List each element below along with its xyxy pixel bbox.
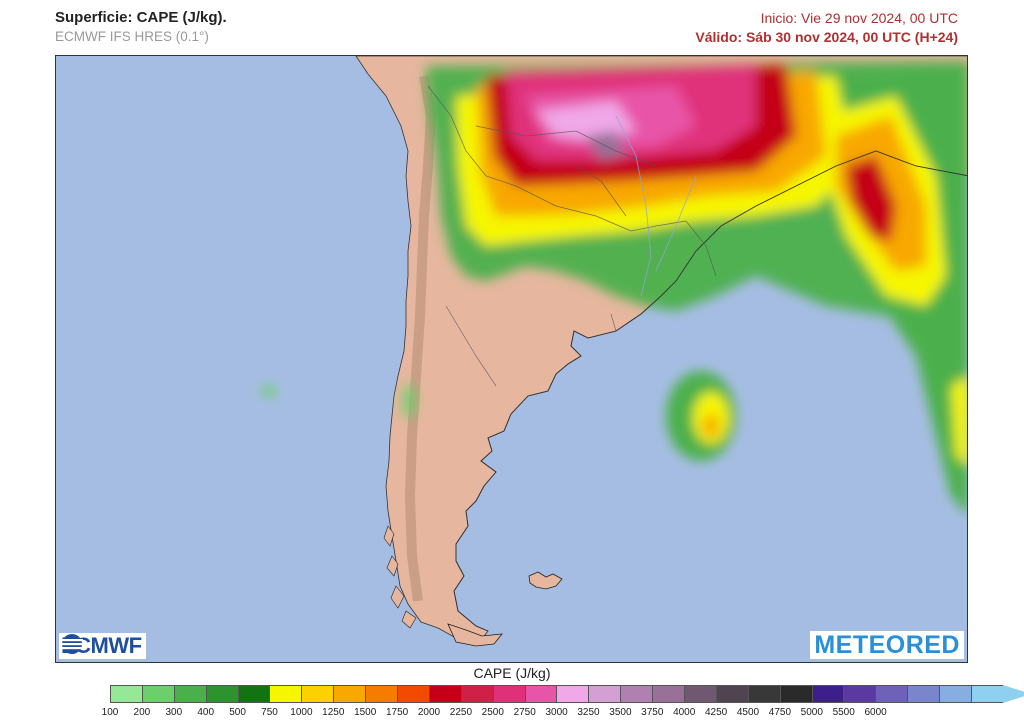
map-canvas: [56, 56, 967, 662]
colorbar-tick-label: 5000: [800, 707, 823, 718]
colorbar-segment: [715, 685, 748, 703]
colorbar-segment: [652, 685, 685, 703]
colorbar-tick-label: 3500: [609, 707, 632, 718]
meteored-logo: METEORED: [810, 631, 964, 659]
valid-time: Válido: Sáb 30 nov 2024, 00 UTC (H+24): [695, 29, 958, 45]
meteored-logo-text: METEORED: [814, 630, 960, 659]
colorbar-tick-label: 3250: [577, 707, 600, 718]
colorbar-segment: [460, 685, 493, 703]
colorbar-tick-label: 4000: [673, 707, 696, 718]
colorbar-segment: [939, 685, 972, 703]
colorbar-arrow: [1002, 685, 1024, 703]
ecmwf-globe-icon: [61, 634, 83, 654]
cape-map[interactable]: ECMWF METEORED: [55, 55, 968, 663]
model-name: ECMWF IFS HRES (0.1°): [55, 29, 209, 44]
colorbar-tick-label: 6000: [864, 707, 887, 718]
colorbar-tick-label: 4250: [704, 707, 728, 718]
chile-archipelago: [383, 525, 417, 629]
colorbar-segment: [301, 685, 334, 703]
colorbar-segment: [779, 685, 812, 703]
rivers: [615, 115, 697, 297]
colorbar-segment: [397, 685, 429, 703]
time-block: Inicio: Vie 29 nov 2024, 00 UTC Válido: …: [695, 8, 958, 46]
cape-field: [262, 61, 967, 514]
colorbar-tick-label: 750: [261, 707, 278, 718]
colorbar-tick-label: 3750: [641, 707, 664, 718]
colorbar-tick-label: 200: [133, 707, 151, 718]
colorbar-tick-label: 100: [101, 707, 119, 718]
colorbar-tick-label: 300: [165, 707, 183, 718]
colorbar-tick-label: 1000: [290, 707, 313, 718]
colorbar-tick-label: 4750: [768, 707, 792, 718]
colorbar-tick-label: 3000: [545, 707, 568, 718]
colorbar-segment: [428, 685, 461, 703]
colorbar-tick-label: 2750: [513, 707, 536, 718]
colorbar-segment: [588, 685, 621, 703]
colorbar-segment: [811, 685, 844, 703]
colorbar-tick-label: 2000: [417, 707, 441, 718]
colorbar-segment: [556, 685, 589, 703]
colorbar-tick-label: 1500: [354, 707, 377, 718]
colorbar-segment: [684, 685, 716, 703]
falkland-islands: [528, 571, 563, 590]
colorbar-tick-label: 2500: [481, 707, 504, 718]
coastline: [453, 150, 967, 632]
colorbar-tick-label: 1250: [322, 707, 345, 718]
colorbar-tick-label: 2250: [449, 707, 473, 718]
colorbar-segment: [333, 685, 366, 703]
colorbar-segment: [365, 685, 398, 703]
colorbar-segment: [205, 685, 238, 703]
colorbar-segment: [843, 685, 876, 703]
colorbar-tick-label: 5500: [832, 707, 855, 718]
colorbar-segment: [971, 685, 1003, 703]
andes-ridge: [405, 75, 436, 602]
colorbar-segment: [237, 685, 270, 703]
colorbar-segment: [269, 685, 302, 703]
colorbar: [110, 685, 1024, 703]
colorbar-segment: [141, 685, 174, 703]
colorbar-segment: [524, 685, 557, 703]
colorbar-segment: [110, 685, 142, 703]
colorbar-tick-label: 400: [197, 707, 215, 718]
colorbar-segment: [492, 685, 525, 703]
colorbar-segment: [907, 685, 940, 703]
tierra-del-fuego: [447, 623, 503, 647]
colorbar-segment: [173, 685, 206, 703]
colorbar-segment: [875, 685, 908, 703]
run-time: Inicio: Vie 29 nov 2024, 00 UTC: [760, 10, 958, 26]
colorbar-tick-label: 1750: [385, 707, 409, 718]
colorbar-segment: [747, 685, 780, 703]
colorbar-ticks: 100 200 300 400 500 750 1000 1250 1500 1750 2000 22…: [0, 707, 1024, 720]
ecmwf-logo: ECMWF: [59, 633, 146, 659]
colorbar-tick-label: 4500: [736, 707, 760, 718]
legend-title: CAPE (J/kg): [473, 665, 551, 681]
map-title: Superficie: CAPE (J/kg).: [55, 9, 227, 26]
country-borders: [427, 85, 717, 387]
title-block: Superficie: CAPE (J/kg). ECMWF IFS HRES …: [55, 8, 227, 46]
colorbar-tick-label: 500: [229, 707, 246, 718]
colorbar-segment: [620, 685, 653, 703]
